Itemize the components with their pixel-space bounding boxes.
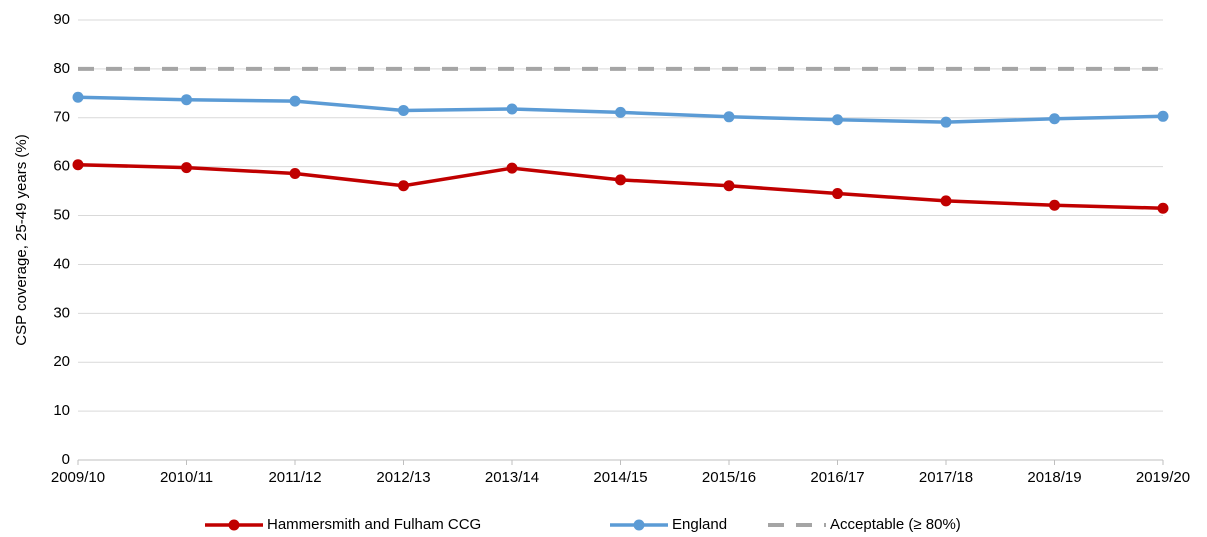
y-tick-label: 60 bbox=[53, 158, 70, 175]
y-tick-label: 90 bbox=[53, 11, 70, 28]
data-point bbox=[181, 162, 192, 174]
y-tick-label: 20 bbox=[53, 353, 70, 370]
y-tick-label: 50 bbox=[53, 207, 70, 224]
data-point bbox=[723, 180, 735, 192]
y-tick-label: 80 bbox=[53, 60, 70, 77]
y-tick-label: 30 bbox=[53, 304, 70, 321]
x-tick-label: 2016/17 bbox=[810, 469, 864, 486]
y-tick-label: 10 bbox=[53, 402, 70, 419]
data-point bbox=[1157, 110, 1169, 122]
x-tick-label: 2019/20 bbox=[1136, 469, 1190, 486]
data-point bbox=[289, 95, 301, 107]
data-point bbox=[832, 188, 843, 200]
data-point bbox=[1049, 113, 1060, 125]
data-point bbox=[1049, 199, 1060, 211]
legend-label: Acceptable (≥ 80%) bbox=[830, 516, 961, 533]
x-tick-label: 2015/16 bbox=[702, 469, 756, 486]
data-point bbox=[506, 103, 518, 115]
legend-label: England bbox=[672, 516, 727, 533]
data-point bbox=[398, 104, 409, 116]
y-axis-label: CSP coverage, 25-49 years (%) bbox=[13, 134, 30, 346]
x-tick-label: 2009/10 bbox=[51, 469, 105, 486]
data-point bbox=[72, 91, 84, 103]
data-point bbox=[181, 94, 192, 106]
legend-marker bbox=[228, 519, 240, 531]
legend-item: England bbox=[610, 516, 727, 533]
data-point bbox=[1157, 202, 1169, 214]
data-point bbox=[940, 195, 952, 207]
data-point bbox=[832, 114, 843, 126]
x-tick-label: 2010/11 bbox=[160, 469, 213, 486]
x-tick-label: 2013/14 bbox=[485, 469, 539, 486]
legend-item: Hammersmith and Fulham CCG bbox=[205, 516, 481, 533]
y-tick-label: 40 bbox=[53, 255, 70, 272]
series-line bbox=[77, 162, 1164, 210]
x-tick-label: 2018/19 bbox=[1027, 469, 1081, 486]
x-tick-label: 2014/15 bbox=[593, 469, 647, 486]
y-tick-label: 0 bbox=[62, 451, 70, 468]
data-point bbox=[72, 159, 84, 171]
data-point bbox=[398, 180, 409, 192]
legend-label: Hammersmith and Fulham CCG bbox=[267, 516, 481, 533]
data-point bbox=[506, 162, 518, 174]
y-tick-label: 70 bbox=[53, 109, 70, 126]
data-point bbox=[940, 116, 952, 128]
data-point bbox=[289, 168, 301, 180]
data-point bbox=[723, 111, 735, 123]
data-point bbox=[615, 174, 626, 186]
data-point bbox=[615, 106, 626, 118]
legend-marker bbox=[633, 519, 645, 531]
legend-item: Acceptable (≥ 80%) bbox=[768, 516, 961, 533]
x-tick-label: 2012/13 bbox=[376, 469, 430, 486]
x-tick-label: 2011/12 bbox=[268, 469, 321, 486]
x-tick-label: 2017/18 bbox=[919, 469, 973, 486]
